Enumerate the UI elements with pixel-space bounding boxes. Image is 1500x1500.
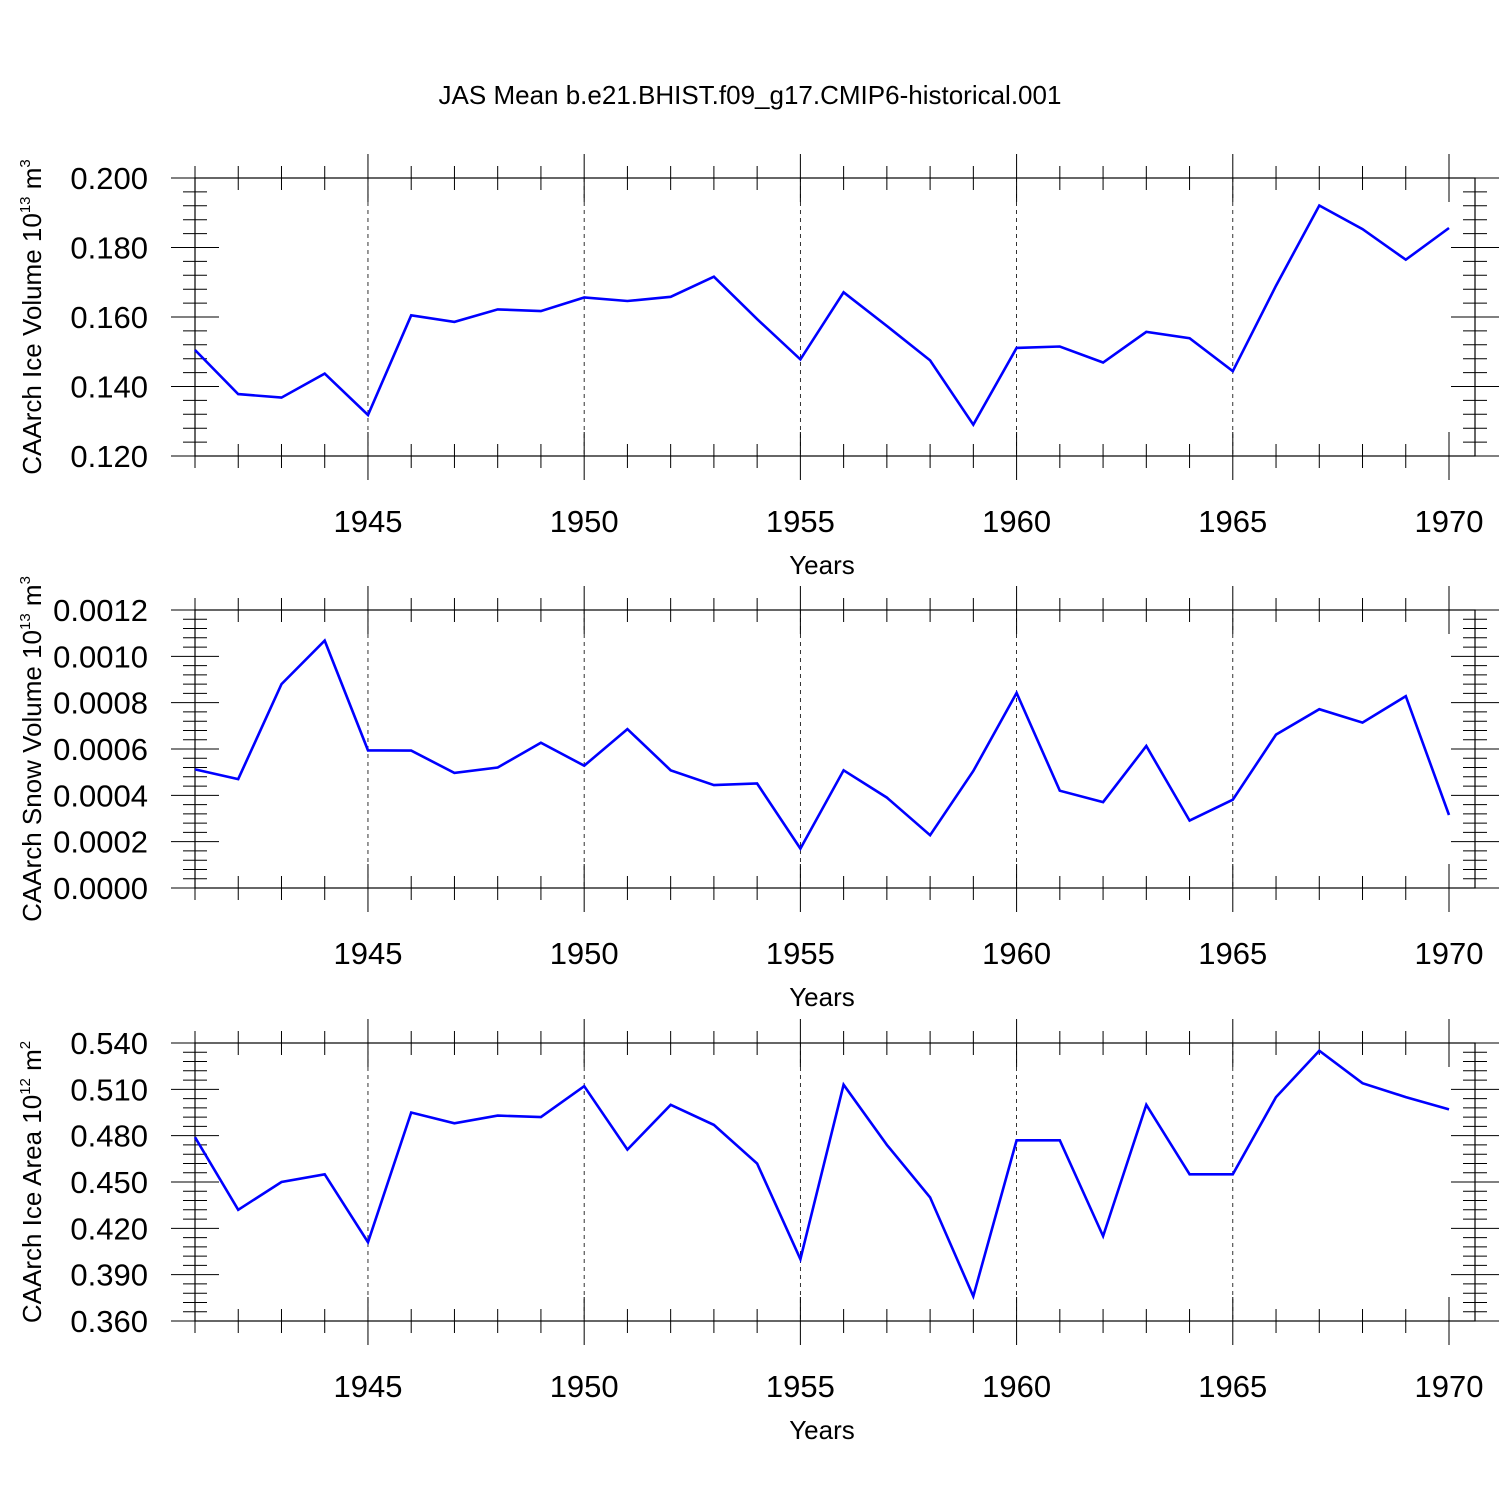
panel-3: 1945 1950 1955 1960 1965 1970 0.360 0.390 0.420 0… [17,1019,1499,1445]
x-tick-label: 1950 [550,936,619,971]
y-axis-label-exponent: 2 [17,1041,34,1049]
panel-2: 1945 1950 1955 1960 1965 1970 0.0000 0.0002 0.00… [17,576,1499,1012]
x-axis-label: Years [789,982,855,1012]
y-axis-label-exponent: 12 [17,1078,34,1095]
x-axis-label: Years [789,550,855,580]
x-tick-label: 1960 [982,504,1051,539]
y-tick-label: 0.540 [70,1026,148,1061]
x-tick-label: 1965 [1198,936,1267,971]
x-tick-label: 1950 [550,1369,619,1404]
y-tick-label: 0.140 [70,370,148,405]
x-tick-label: 1945 [333,504,402,539]
x-tick-label: 1970 [1415,504,1484,539]
y-tick-label: 0.120 [70,439,148,474]
y-axis-label-exponent: 3 [17,576,34,584]
y-tick-label: 0.0004 [53,778,148,813]
plot-frame [194,609,1476,889]
y-tick-label: 0.200 [70,161,148,196]
data-series-line [193,1048,1450,1301]
y-tick-label: 0.0010 [53,639,148,674]
panel-1: 1945 1950 1955 1960 1965 1970 0.120 0.140 0.160 0… [17,154,1499,580]
y-axis-label-text: m [17,168,47,197]
panels: 1945 1950 1955 1960 1965 1970 0.120 0.140 0.160 0… [17,154,1499,1445]
x-tick-label: 1955 [766,1369,835,1404]
y-axis-label-text: CAArch Ice Area 10 [17,1095,47,1323]
data-series-line [194,203,1450,428]
x-tick-label: 1970 [1415,1369,1484,1404]
y-axis-label: CAArch Ice Volume 1013 m3 [17,159,47,475]
y-tick-label: 0.160 [70,300,148,335]
y-axis-label-text: CAArch Ice Volume 10 [17,213,47,475]
y-tick-label: 0.0002 [53,825,148,860]
figure-title: JAS Mean b.e21.BHIST.f09_g17.CMIP6-histo… [439,80,1062,110]
y-tick-label: 0.0000 [53,871,148,906]
y-axis-label: CAArch Snow Volume 1013 m3 [17,576,47,922]
data-series-line [194,638,1451,852]
x-tick-label: 1965 [1198,504,1267,539]
y-tick-label: 0.360 [70,1304,148,1339]
y-tick-label: 0.0006 [53,732,148,767]
y-tick-label: 0.510 [70,1072,148,1107]
x-tick-label: 1960 [982,1369,1051,1404]
x-tick-label: 1945 [333,936,402,971]
x-tick-label: 1955 [766,504,835,539]
y-tick-label: 0.180 [70,231,148,266]
y-axis-label-text: m [17,1049,47,1078]
x-tick-label: 1945 [333,1369,402,1404]
y-tick-label: 0.420 [70,1211,148,1246]
y-tick-label: 0.480 [70,1119,148,1154]
y-axis-label-exponent: 3 [17,159,34,167]
y-tick-label: 0.0008 [53,686,148,721]
y-axis-label-text: CAArch Snow Volume 10 [17,630,47,922]
x-tick-label: 1970 [1415,936,1484,971]
x-tick-label: 1955 [766,936,835,971]
y-tick-label: 0.390 [70,1258,148,1293]
y-axis-label-exponent: 13 [17,196,34,213]
x-axis-label: Years [789,1415,855,1445]
x-tick-label: 1965 [1198,1369,1267,1404]
x-tick-label: 1960 [982,936,1051,971]
y-tick-label: 0.450 [70,1165,148,1200]
y-tick-label: 0.0012 [53,593,148,628]
x-tick-label: 1950 [550,504,619,539]
plot-frame [194,177,1476,457]
y-axis-label: CAArch Ice Area 1012 m2 [17,1041,47,1323]
y-axis-label-exponent: 13 [17,613,34,630]
y-axis-label-text: m [17,584,47,613]
